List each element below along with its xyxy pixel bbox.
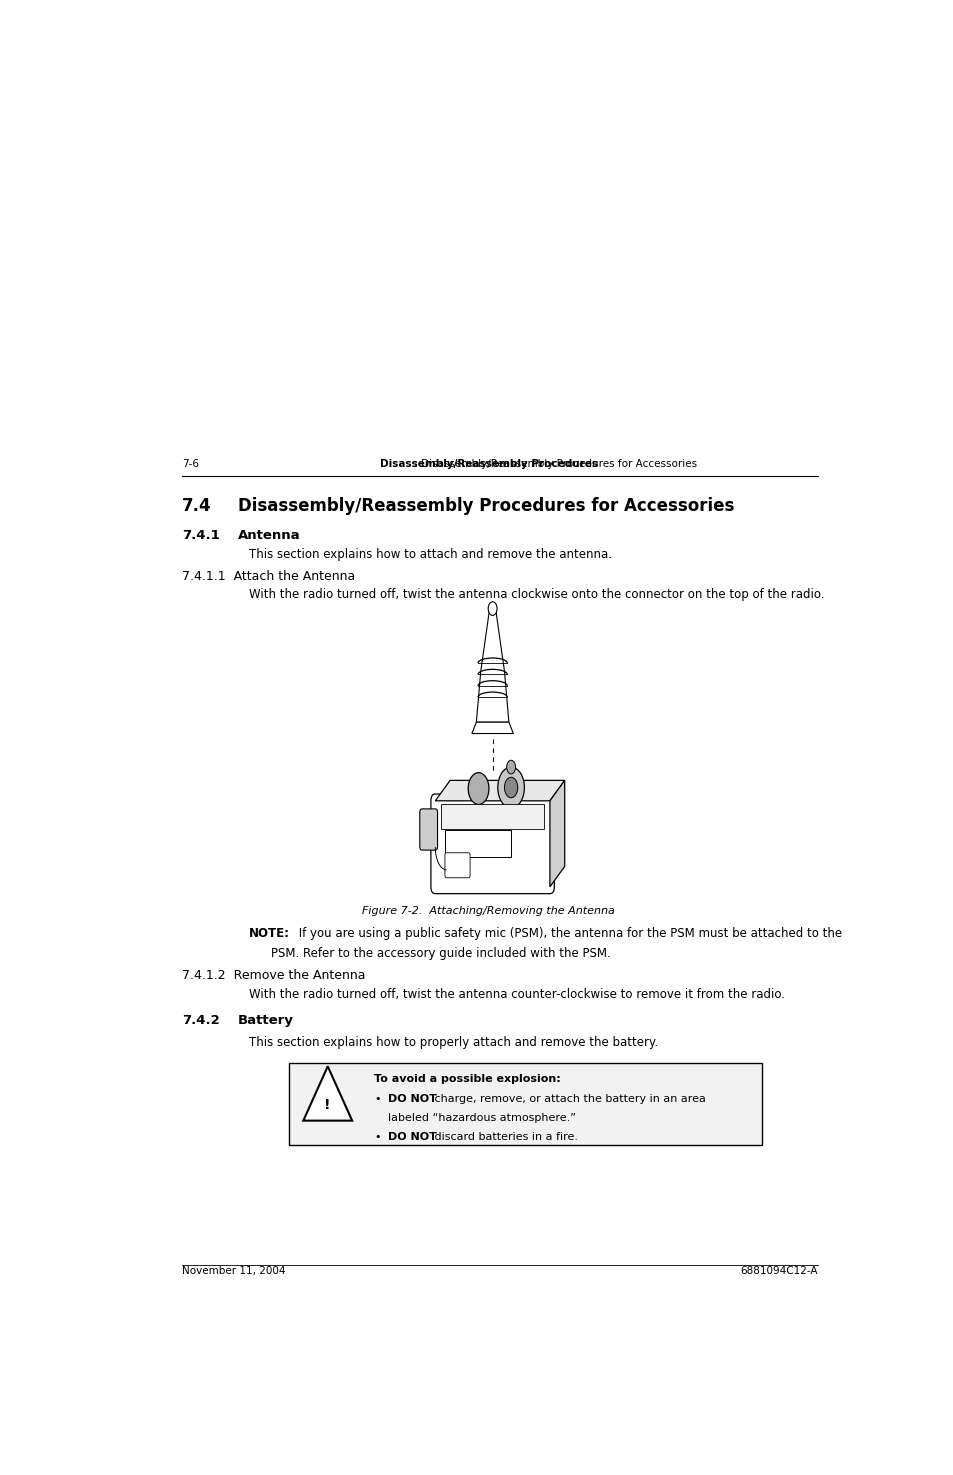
Text: •: •: [374, 1093, 380, 1103]
FancyBboxPatch shape: [419, 808, 437, 850]
Text: 7.4.2: 7.4.2: [182, 1013, 219, 1027]
Text: !: !: [324, 1097, 331, 1112]
Text: 6881094C12-A: 6881094C12-A: [740, 1267, 817, 1276]
Polygon shape: [549, 780, 564, 886]
Text: Disassembly/Reassembly Procedures: Disassembly/Reassembly Procedures: [379, 459, 598, 469]
Polygon shape: [472, 723, 513, 733]
Text: Antenna: Antenna: [237, 530, 300, 543]
Text: DO NOT: DO NOT: [387, 1093, 436, 1103]
Text: 7.4.1: 7.4.1: [182, 530, 219, 543]
Circle shape: [488, 602, 497, 615]
Text: With the radio turned off, twist the antenna clockwise onto the connector on the: With the radio turned off, twist the ant…: [249, 589, 823, 602]
Text: If you are using a public safety mic (PSM), the antenna for the PSM must be atta: If you are using a public safety mic (PS…: [294, 926, 841, 940]
Circle shape: [497, 767, 524, 808]
Polygon shape: [303, 1066, 352, 1121]
Circle shape: [468, 773, 488, 804]
Text: 7.4: 7.4: [182, 497, 212, 515]
FancyBboxPatch shape: [444, 829, 511, 857]
Text: •: •: [374, 1133, 380, 1142]
Text: : Disassembly/Reassembly Procedures for Accessories: : Disassembly/Reassembly Procedures for …: [280, 459, 697, 469]
Circle shape: [506, 760, 515, 774]
Text: labeled “hazardous atmosphere.”: labeled “hazardous atmosphere.”: [387, 1112, 575, 1122]
Text: This section explains how to properly attach and remove the battery.: This section explains how to properly at…: [249, 1035, 657, 1049]
Text: Figure 7-2.  Attaching/Removing the Antenna: Figure 7-2. Attaching/Removing the Anten…: [362, 906, 615, 916]
Text: 7-6: 7-6: [182, 459, 199, 469]
Text: Battery: Battery: [237, 1013, 294, 1027]
Text: DO NOT: DO NOT: [387, 1133, 436, 1142]
Text: 7.4.1.2  Remove the Antenna: 7.4.1.2 Remove the Antenna: [182, 969, 365, 982]
Text: PSM. Refer to the accessory guide included with the PSM.: PSM. Refer to the accessory guide includ…: [271, 947, 610, 960]
Text: discard batteries in a fire.: discard batteries in a fire.: [430, 1133, 577, 1142]
Text: This section explains how to attach and remove the antenna.: This section explains how to attach and …: [249, 549, 611, 562]
Text: November 11, 2004: November 11, 2004: [182, 1267, 285, 1276]
Text: 7.4.1.1  Attach the Antenna: 7.4.1.1 Attach the Antenna: [182, 569, 355, 583]
FancyBboxPatch shape: [444, 853, 470, 878]
Text: charge, remove, or attach the battery in an area: charge, remove, or attach the battery in…: [430, 1093, 704, 1103]
FancyBboxPatch shape: [441, 804, 543, 829]
Polygon shape: [476, 609, 508, 723]
Polygon shape: [435, 780, 564, 801]
Text: With the radio turned off, twist the antenna counter-clockwise to remove it from: With the radio turned off, twist the ant…: [249, 988, 783, 1002]
FancyBboxPatch shape: [431, 794, 554, 894]
Text: To avoid a possible explosion:: To avoid a possible explosion:: [374, 1074, 560, 1084]
FancyBboxPatch shape: [289, 1063, 761, 1145]
Text: NOTE:: NOTE:: [249, 926, 290, 940]
Text: Disassembly/Reassembly Procedures for Accessories: Disassembly/Reassembly Procedures for Ac…: [237, 497, 733, 515]
Circle shape: [504, 777, 517, 798]
